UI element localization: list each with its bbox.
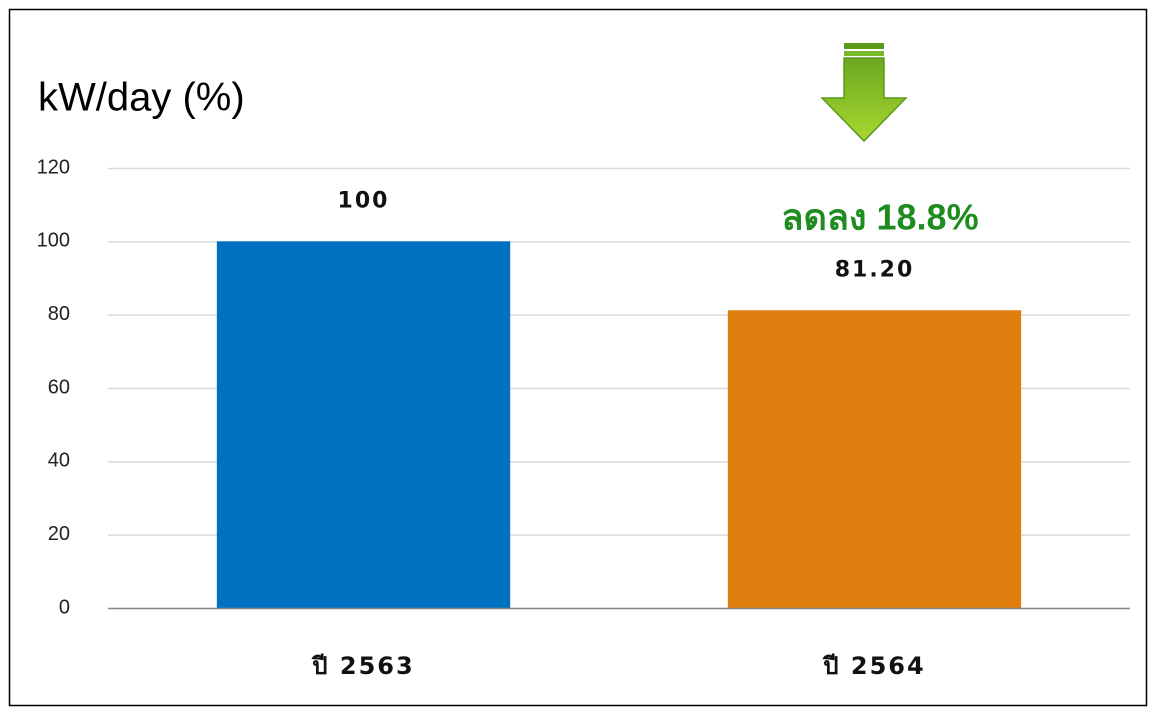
x-tick-label: ปี 2564 xyxy=(822,652,926,680)
y-tick-label: 0 xyxy=(59,596,70,618)
bar xyxy=(216,241,511,609)
value-label: 81.20 xyxy=(835,257,915,282)
x-tick-label: ปี 2563 xyxy=(311,652,415,680)
y-tick-label: 20 xyxy=(48,523,70,545)
arrow-icon xyxy=(820,43,908,143)
bar xyxy=(727,310,1022,608)
chart-title: kW/day (%) xyxy=(38,76,245,120)
y-tick-label: 120 xyxy=(37,156,70,178)
y-tick-label: 80 xyxy=(48,303,70,325)
y-tick-label: 40 xyxy=(48,450,70,472)
annotation: ลดลง 18.8% xyxy=(781,197,978,238)
value-label: 100 xyxy=(338,188,390,213)
y-tick-label: 60 xyxy=(48,376,70,398)
y-tick-label: 100 xyxy=(37,230,70,252)
